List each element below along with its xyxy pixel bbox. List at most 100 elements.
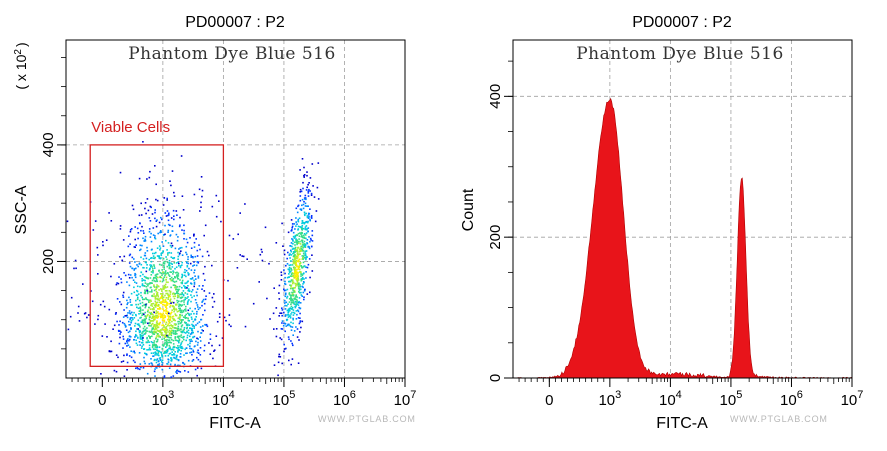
scatter-point <box>74 259 77 262</box>
scatter-point <box>296 211 299 214</box>
scatter-point <box>133 269 135 271</box>
scatter-point <box>161 314 163 317</box>
scatter-point <box>148 228 151 230</box>
scatter-point <box>199 354 202 356</box>
scatter-point <box>166 302 169 304</box>
scatter-point <box>164 336 166 338</box>
scatter-point <box>91 300 94 303</box>
scatter-point <box>298 253 300 255</box>
scatter-point <box>180 296 183 299</box>
scatter-point <box>176 310 179 313</box>
scatter-point <box>138 331 141 334</box>
scatter-point <box>178 295 180 297</box>
scatter-point <box>165 307 168 310</box>
scatter-point <box>146 330 148 332</box>
scatter-point <box>311 270 314 272</box>
scatter-point <box>188 314 191 317</box>
scatter-point <box>154 209 156 211</box>
scatter-point <box>190 313 192 315</box>
scatter-point <box>185 322 187 324</box>
scatter-point <box>298 248 301 251</box>
scatter-point <box>146 264 148 266</box>
scatter-point <box>294 260 296 263</box>
scatter-point <box>153 252 156 255</box>
scatter-point <box>126 281 128 283</box>
scatter-point <box>304 202 307 205</box>
scatter-point <box>291 311 293 314</box>
scatter-point <box>150 311 152 314</box>
scatter-point <box>171 263 173 265</box>
scatter-point <box>151 328 153 331</box>
scatter-point <box>165 331 167 334</box>
scatter-point <box>163 337 165 340</box>
scatter-point <box>184 271 186 274</box>
scatter-point <box>300 265 302 267</box>
scatter-point <box>202 272 205 275</box>
scatter-point <box>193 193 196 196</box>
scatter-point <box>303 265 306 267</box>
scatter-point <box>158 263 161 266</box>
scatter-point <box>115 283 118 286</box>
scatter-point <box>175 309 178 311</box>
scatter-point <box>187 312 189 315</box>
scatter-point <box>188 324 191 326</box>
scatter-point <box>162 271 164 273</box>
scatter-point <box>175 371 177 373</box>
scatter-point <box>264 226 267 229</box>
scatter-point <box>82 283 84 285</box>
scatter-point <box>297 304 300 306</box>
scatter-point <box>128 310 131 312</box>
scatter-point <box>244 203 246 205</box>
scatter-point <box>171 348 174 351</box>
scatter-point <box>203 290 206 292</box>
scatter-point <box>139 302 142 305</box>
scatter-point <box>215 194 218 197</box>
scatter-point <box>209 353 212 355</box>
scatter-point <box>290 296 292 299</box>
scatter-point <box>167 252 169 254</box>
scatter-point <box>142 298 144 301</box>
scatter-point <box>180 349 182 352</box>
scatter-point <box>169 306 171 308</box>
scatter-point <box>130 356 133 359</box>
scatter-point <box>148 299 150 302</box>
watermark: WWW.PTGLAB.COM <box>730 414 828 424</box>
scatter-point <box>77 312 79 314</box>
scatter-point <box>199 360 202 363</box>
scatter-point <box>292 334 294 336</box>
scatter-point <box>129 243 131 245</box>
scatter-point <box>152 307 155 310</box>
scatter-point <box>181 347 184 350</box>
scatter-point <box>173 195 176 197</box>
scatter-point <box>154 275 157 277</box>
scatter-point <box>119 171 122 174</box>
scatter-point <box>295 277 298 280</box>
scatter-point <box>307 263 310 266</box>
scatter-point <box>167 334 169 337</box>
scatter-point <box>144 333 146 335</box>
scatter-point <box>291 287 294 290</box>
scatter-point <box>302 203 305 206</box>
scatter-point <box>297 317 300 319</box>
scatter-point <box>260 248 263 251</box>
scatter-point <box>292 314 295 316</box>
scatter-point <box>189 278 192 280</box>
scatter-point <box>126 303 128 306</box>
scatter-point <box>146 310 149 313</box>
scatter-point <box>213 300 216 303</box>
scatter-point <box>293 247 295 250</box>
grid-lines <box>66 40 405 378</box>
scatter-point <box>301 267 304 269</box>
scatter-point <box>174 276 176 278</box>
scatter-point <box>154 346 157 348</box>
scatter-point <box>164 270 167 272</box>
scatter-point <box>172 301 175 304</box>
scatter-point <box>287 303 289 305</box>
scatter-point <box>146 353 148 356</box>
scatter-point <box>161 359 164 361</box>
scatter-point <box>134 352 136 354</box>
scatter-point <box>201 304 203 307</box>
scatter-point <box>171 244 174 247</box>
scatter-point <box>166 258 168 261</box>
scatter-point <box>258 281 260 283</box>
